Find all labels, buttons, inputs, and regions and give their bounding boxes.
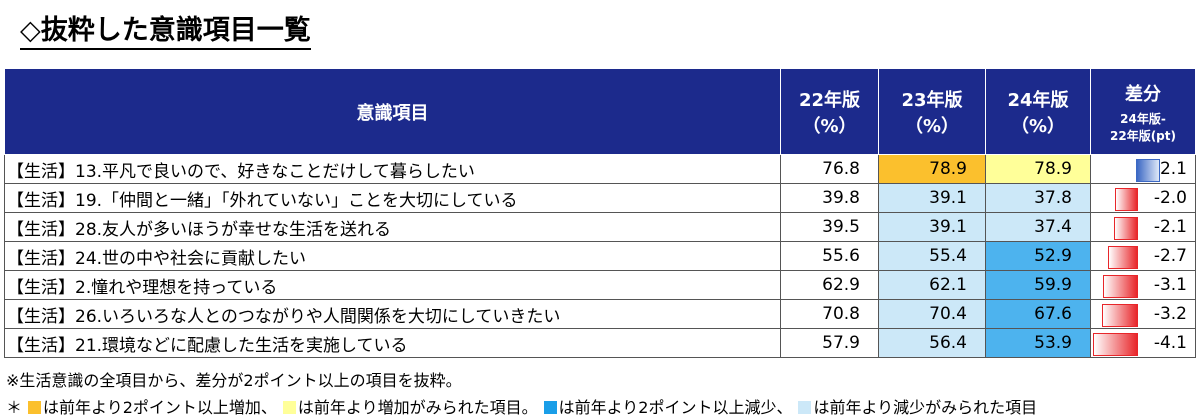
diff-cell: -4.1 xyxy=(1090,328,1196,358)
item-cell: 【生活】19.「仲間と一緒」「外れていない」ことを大切にしている xyxy=(4,183,781,213)
value-cell: 37.8 xyxy=(985,183,1091,213)
header-year: 22年版 （%） xyxy=(780,68,879,155)
diff-sub: 24年版- xyxy=(1120,111,1166,126)
header-item: 意識項目 xyxy=(4,68,781,155)
item-cell: 【生活】2.憧れや理想を持っている xyxy=(4,270,781,300)
diff-sub: 22年版(pt) xyxy=(1110,128,1176,143)
note: ※生活意識の全項目から、差分が2ポイント以上の項目を抜粋。 xyxy=(6,371,462,390)
table-row: 【生活】21.環境などに配慮した生活を実施している 57.9 56.4 53.9 -4.… xyxy=(4,328,1196,358)
value-cell: 39.1 xyxy=(878,183,986,213)
unit-label: （%） xyxy=(904,115,960,137)
value-cell: 78.9 xyxy=(878,154,986,184)
legend-text: は前年より増加がみられた項目。 xyxy=(297,398,538,417)
diff-bar xyxy=(1113,217,1138,240)
value-cell: 70.4 xyxy=(878,299,986,329)
diff-cell: -2.7 xyxy=(1090,241,1196,271)
legend-text: は前年より2ポイント以上減少、 xyxy=(558,398,793,417)
value-cell: 39.1 xyxy=(878,212,986,242)
diff-cell: -2.1 xyxy=(1090,212,1196,242)
value-cell: 56.4 xyxy=(878,328,986,358)
diff-bar xyxy=(1103,275,1138,298)
header-year: 23年版 （%） xyxy=(878,68,986,155)
table: 意識項目 22年版 （%） 23年版 （%） 24年版 （%） 差分 24年版- 22年版(pt)… xyxy=(4,68,1196,358)
legend-text: は前年より2ポイント以上増加、 xyxy=(43,398,277,417)
diff-value: -3.1 xyxy=(1153,275,1187,295)
value-cell: 55.6 xyxy=(780,241,879,271)
value-cell: 39.8 xyxy=(780,183,879,213)
value-cell: 78.9 xyxy=(985,154,1091,184)
diff-value: -2.0 xyxy=(1153,188,1187,208)
header-diff: 差分 24年版- 22年版(pt) xyxy=(1090,68,1196,155)
legend: ＊ は前年より2ポイント以上増加、 は前年より増加がみられた項目。 は前年より2ポイン… xyxy=(6,394,1037,418)
table-row: 【生活】19.「仲間と一緒」「外れていない」ことを大切にしている 39.8 39.1… xyxy=(4,183,1196,213)
table-body: 【生活】13.平凡で良いので、好きなことだけして暮らしたい 76.8 78.9 78.… xyxy=(4,154,1196,358)
value-cell: 67.6 xyxy=(985,299,1091,329)
year-label: 22年版 xyxy=(798,89,861,111)
diff-label: 差分 xyxy=(1125,83,1161,105)
value-cell: 62.1 xyxy=(878,270,986,300)
value-cell: 76.8 xyxy=(780,154,879,184)
header-row: 意識項目 22年版 （%） 23年版 （%） 24年版 （%） 差分 24年版- 22年版(pt) xyxy=(4,68,1196,155)
diff-cell: -3.1 xyxy=(1090,270,1196,300)
diff-value: 2.1 xyxy=(1159,159,1187,179)
diff-bar xyxy=(1092,333,1138,356)
legend-text: は前年より減少がみられた項目 xyxy=(813,398,1038,417)
diff-bar xyxy=(1115,188,1138,211)
diff-value: -2.1 xyxy=(1153,217,1187,237)
item-cell: 【生活】28.友人が多いほうが幸せな生活を送れる xyxy=(4,212,781,242)
diff-bar xyxy=(1107,246,1138,269)
diff-cell: 2.1 xyxy=(1090,154,1196,184)
table-row: 【生活】2.憧れや理想を持っている 62.9 62.1 59.9 -3.1 xyxy=(4,270,1196,300)
unit-label: （%） xyxy=(1010,115,1066,137)
header-year: 24年版 （%） xyxy=(985,68,1091,155)
value-cell: 53.9 xyxy=(985,328,1091,358)
table-row: 【生活】28.友人が多いほうが幸せな生活を送れる 39.5 39.1 37.4 -2.1 xyxy=(4,212,1196,242)
table-row: 【生活】26.いろいろな人とのつながりや人間関係を大切にしていきたい 70.8 70… xyxy=(4,299,1196,329)
diff-value: -4.1 xyxy=(1153,333,1187,353)
item-cell: 【生活】24.世の中や社会に貢献したい xyxy=(4,241,781,271)
value-cell: 57.9 xyxy=(780,328,879,358)
item-cell: 【生活】26.いろいろな人とのつながりや人間関係を大切にしていきたい xyxy=(4,299,781,329)
value-cell: 55.4 xyxy=(878,241,986,271)
year-label: 23年版 xyxy=(901,89,963,111)
legend-swatch xyxy=(798,401,812,414)
diff-bar xyxy=(1102,304,1138,327)
table-row: 【生活】13.平凡で良いので、好きなことだけして暮らしたい 76.8 78.9 78.… xyxy=(4,154,1196,184)
value-cell: 62.9 xyxy=(780,270,879,300)
value-cell: 70.8 xyxy=(780,299,879,329)
diff-cell: -2.0 xyxy=(1090,183,1196,213)
value-cell: 37.4 xyxy=(985,212,1091,242)
table-row: 【生活】24.世の中や社会に貢献したい 55.6 55.4 52.9 -2.7 xyxy=(4,241,1196,271)
value-cell: 39.5 xyxy=(780,212,879,242)
diff-value: -2.7 xyxy=(1153,246,1187,266)
page-title: ◇抜粋した意識項目一覧 xyxy=(20,14,311,50)
value-cell: 59.9 xyxy=(985,270,1091,300)
diff-cell: -3.2 xyxy=(1090,299,1196,329)
value-cell: 52.9 xyxy=(985,241,1091,271)
legend-swatch xyxy=(28,401,42,414)
legend-swatch xyxy=(282,401,296,414)
item-cell: 【生活】13.平凡で良いので、好きなことだけして暮らしたい xyxy=(4,154,781,184)
item-cell: 【生活】21.環境などに配慮した生活を実施している xyxy=(4,328,781,358)
year-label: 24年版 xyxy=(1007,89,1069,111)
legend-swatch xyxy=(543,401,557,414)
legend-prefix: ＊ xyxy=(6,398,23,417)
diff-value: -3.2 xyxy=(1153,304,1187,324)
unit-label: （%） xyxy=(802,115,857,137)
diff-bar xyxy=(1136,159,1161,182)
